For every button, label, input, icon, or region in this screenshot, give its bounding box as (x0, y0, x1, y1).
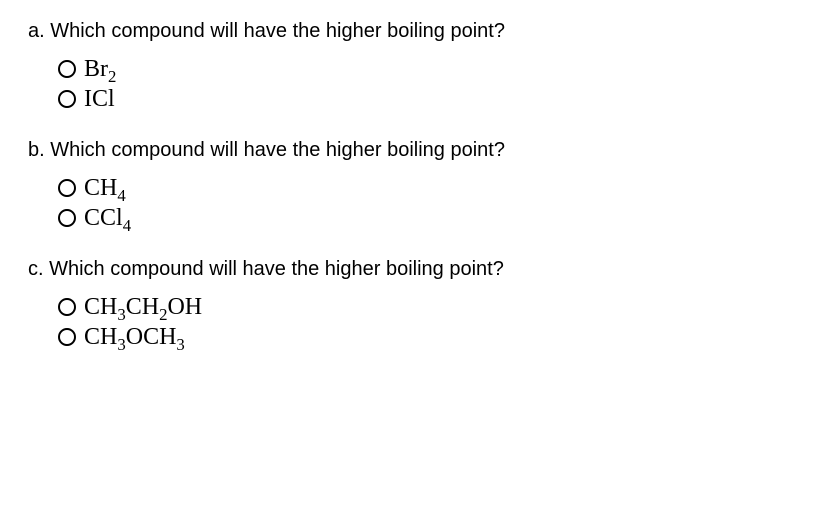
option-row[interactable]: CCl4 (58, 206, 794, 230)
formula-label: Br2 (84, 57, 116, 81)
question-block-b: b. Which compound will have the higher b… (28, 139, 794, 230)
radio-icon[interactable] (58, 179, 76, 197)
formula-label: CH4 (84, 176, 126, 200)
question-text: a. Which compound will have the higher b… (28, 20, 794, 43)
formula-label: CCl4 (84, 206, 131, 230)
option-row[interactable]: CH4 (58, 176, 794, 200)
option-row[interactable]: ICl (58, 87, 794, 111)
options-group: CH3CH2OH CH3OCH3 (28, 295, 794, 349)
options-group: CH4 CCl4 (28, 176, 794, 230)
question-text: b. Which compound will have the higher b… (28, 139, 794, 162)
question-text: c. Which compound will have the higher b… (28, 258, 794, 281)
option-row[interactable]: CH3OCH3 (58, 325, 794, 349)
options-group: Br2 ICl (28, 57, 794, 111)
radio-icon[interactable] (58, 60, 76, 78)
formula-label: CH3OCH3 (84, 325, 185, 349)
question-block-c: c. Which compound will have the higher b… (28, 258, 794, 349)
radio-icon[interactable] (58, 90, 76, 108)
option-row[interactable]: Br2 (58, 57, 794, 81)
formula-label: CH3CH2OH (84, 295, 202, 319)
radio-icon[interactable] (58, 209, 76, 227)
radio-icon[interactable] (58, 298, 76, 316)
option-row[interactable]: CH3CH2OH (58, 295, 794, 319)
radio-icon[interactable] (58, 328, 76, 346)
formula-label: ICl (84, 87, 115, 111)
question-block-a: a. Which compound will have the higher b… (28, 20, 794, 111)
